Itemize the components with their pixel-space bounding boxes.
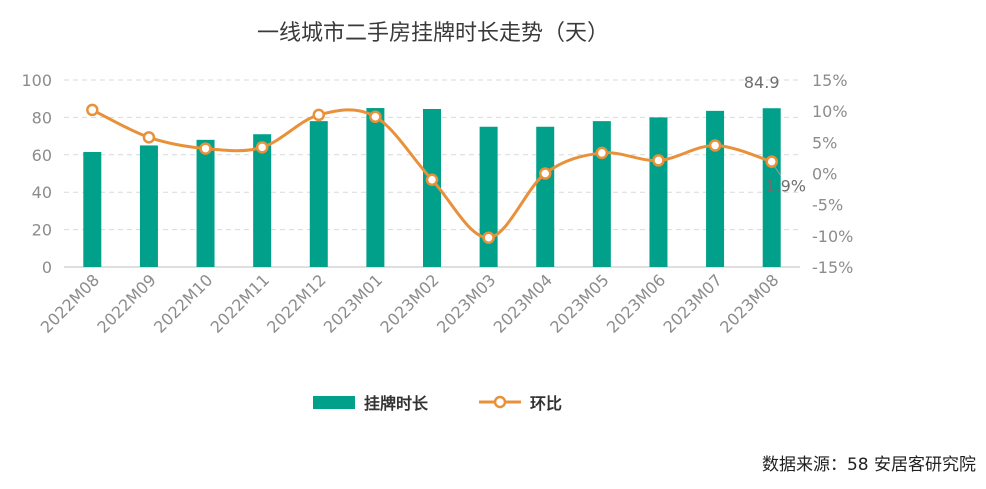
x-tick-label: 2022M12: [263, 270, 329, 336]
chart-title: 一线城市二手房挂牌时长走势（天）: [257, 21, 609, 46]
line-point: [425, 173, 439, 186]
x-tick-label: 2022M11: [207, 270, 273, 336]
bar-data-label: 84.9: [744, 73, 780, 92]
x-tick-label: 2023M03: [433, 270, 499, 336]
x-tick-label: 2023M04: [490, 270, 556, 336]
right-tick-label: 10%: [812, 102, 848, 121]
line-point: [765, 155, 778, 168]
right-tick-label: -5%: [812, 196, 843, 215]
legend: 挂牌时长 环比: [313, 394, 562, 413]
bar: [366, 108, 385, 267]
right-tick-label: -15%: [812, 258, 853, 277]
bar: [649, 117, 668, 268]
bar: [196, 139, 215, 267]
legend-label-line: 环比: [530, 394, 562, 413]
x-tick-label: 2022M10: [150, 270, 216, 336]
data-labels: 84.9 1.9%: [744, 73, 806, 195]
source-note: 数据来源：58 安居客研究院: [762, 455, 976, 475]
line-label-leader: [774, 166, 782, 176]
x-tick-label: 2023M08: [716, 270, 782, 336]
bar: [592, 121, 611, 267]
left-tick-label: 100: [21, 71, 52, 90]
right-tick-label: 5%: [812, 133, 837, 152]
line-point: [538, 167, 552, 180]
line-point: [652, 154, 665, 167]
line-point: [369, 110, 382, 124]
legend-bar-swatch: [313, 396, 355, 409]
left-tick-label: 80: [32, 108, 52, 127]
bar: [83, 151, 102, 267]
bar: [762, 108, 781, 267]
right-tick-label: 0%: [812, 165, 837, 184]
x-tick-label: 2023M07: [660, 270, 726, 336]
left-tick-label: 40: [32, 183, 52, 202]
right-axis-ticks: -15% -10% -5% 0% 5% 10% 15%: [812, 71, 853, 277]
bar: [253, 134, 272, 267]
x-tick-label: 2022M09: [93, 270, 159, 336]
line-series: [86, 103, 778, 244]
bar: [536, 126, 555, 267]
line-point: [708, 139, 722, 152]
bar: [423, 108, 441, 267]
bar: [706, 110, 725, 267]
left-tick-label: 60: [32, 146, 52, 165]
line-data-label: 1.9%: [765, 177, 806, 196]
line-point: [595, 146, 609, 160]
x-axis-ticks: 2022M082022M092022M102022M112022M122023M…: [37, 270, 783, 336]
x-tick-label: 2022M08: [37, 270, 103, 336]
bar: [479, 126, 498, 267]
right-tick-label: -10%: [812, 227, 853, 246]
line-point: [255, 141, 269, 154]
line-point: [142, 131, 156, 144]
x-tick-label: 2023M06: [603, 270, 669, 336]
bar: [309, 121, 328, 267]
line-point: [86, 103, 99, 117]
left-tick-label: 0: [42, 258, 52, 277]
right-tick-label: 15%: [812, 71, 848, 90]
line-point: [482, 231, 495, 244]
left-axis-ticks: 0 20 40 60 80 100: [21, 71, 52, 277]
x-tick-label: 2023M01: [320, 270, 386, 336]
line-point: [199, 142, 212, 155]
line-point: [312, 108, 326, 122]
bar: [139, 145, 158, 267]
legend-line-marker: [493, 395, 507, 409]
legend-label-bar: 挂牌时长: [364, 394, 429, 413]
bar-series: [83, 108, 781, 268]
x-tick-label: 2023M05: [546, 270, 612, 336]
left-tick-label: 20: [32, 221, 52, 240]
x-tick-label: 2023M02: [376, 270, 442, 336]
